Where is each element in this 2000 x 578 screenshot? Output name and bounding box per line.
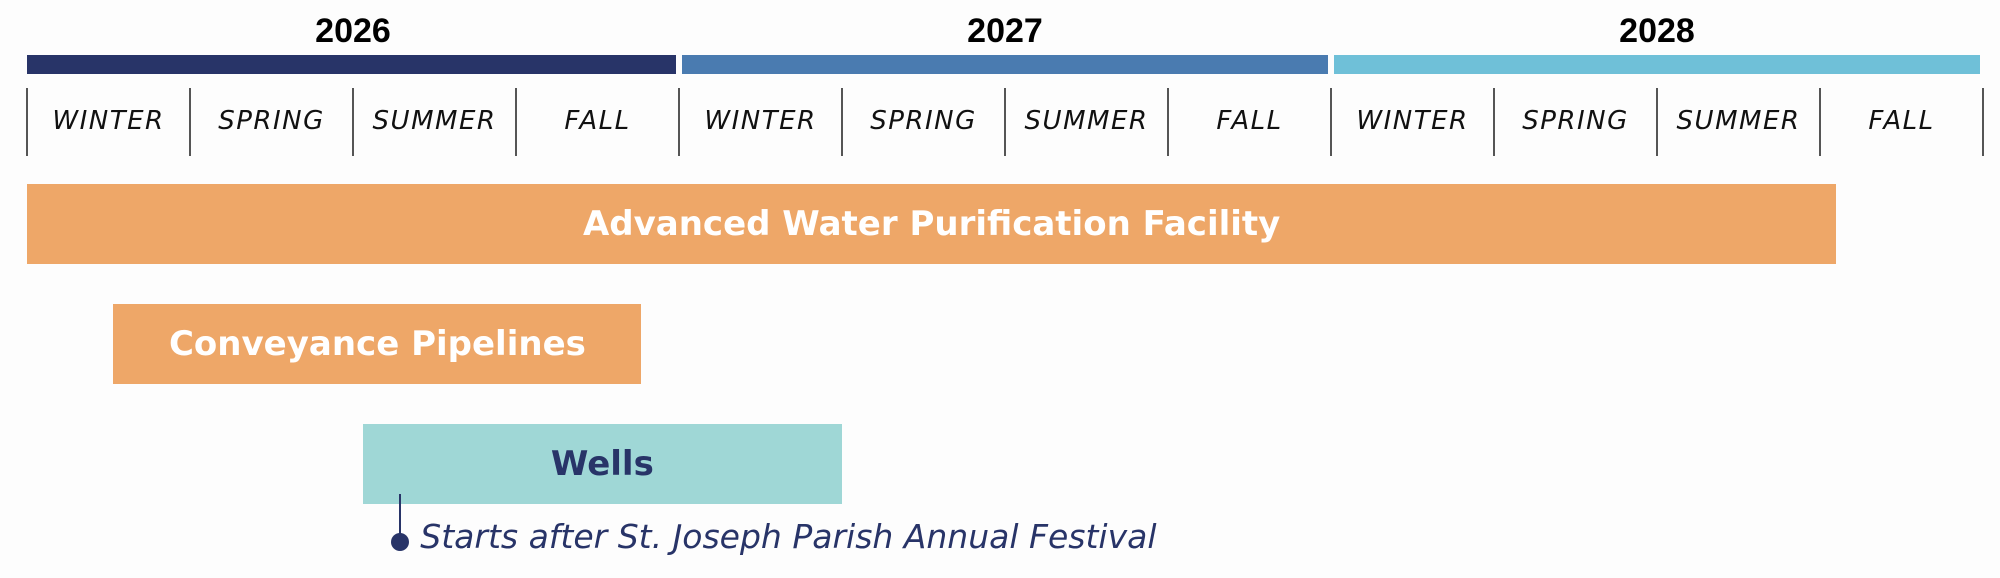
year-bar-2026 bbox=[27, 55, 676, 74]
season-label-spring: SPRING bbox=[218, 106, 325, 136]
season-divider bbox=[26, 88, 28, 156]
season-divider bbox=[1493, 88, 1495, 156]
season-divider bbox=[1167, 88, 1169, 156]
season-divider bbox=[678, 88, 680, 156]
annotation-text: Starts after St. Joseph Parish Annual Fe… bbox=[420, 517, 1157, 556]
year-label-2026: 2026 bbox=[315, 12, 391, 50]
season-divider bbox=[841, 88, 843, 156]
year-bar-2027 bbox=[682, 55, 1328, 74]
season-divider bbox=[352, 88, 354, 156]
season-label-fall: FALL bbox=[564, 106, 631, 136]
task-bar: Advanced Water Purification Facility bbox=[27, 184, 1837, 264]
season-divider bbox=[1004, 88, 1006, 156]
annotation-line bbox=[399, 494, 402, 539]
season-label-summer: SUMMER bbox=[372, 106, 497, 136]
season-label-fall: FALL bbox=[1868, 106, 1935, 136]
season-divider bbox=[1656, 88, 1658, 156]
season-label-summer: SUMMER bbox=[1024, 106, 1149, 136]
season-divider bbox=[1819, 88, 1821, 156]
task-bar: Wells bbox=[362, 424, 842, 504]
year-bar-2028 bbox=[1334, 55, 1980, 74]
season-divider bbox=[1330, 88, 1332, 156]
season-label-winter: WINTER bbox=[52, 106, 165, 136]
season-label-winter: WINTER bbox=[1356, 106, 1469, 136]
annotation-dot bbox=[391, 533, 410, 551]
season-divider bbox=[189, 88, 191, 156]
season-divider bbox=[515, 88, 517, 156]
task-bar: Conveyance Pipelines bbox=[113, 304, 642, 384]
year-label-2027: 2027 bbox=[967, 12, 1043, 50]
season-label-winter: WINTER bbox=[704, 106, 817, 136]
season-label-spring: SPRING bbox=[1522, 106, 1629, 136]
season-label-fall: FALL bbox=[1216, 106, 1283, 136]
season-label-summer: SUMMER bbox=[1676, 106, 1801, 136]
season-label-spring: SPRING bbox=[870, 106, 977, 136]
season-divider bbox=[1982, 88, 1984, 156]
year-label-2028: 2028 bbox=[1619, 12, 1695, 50]
